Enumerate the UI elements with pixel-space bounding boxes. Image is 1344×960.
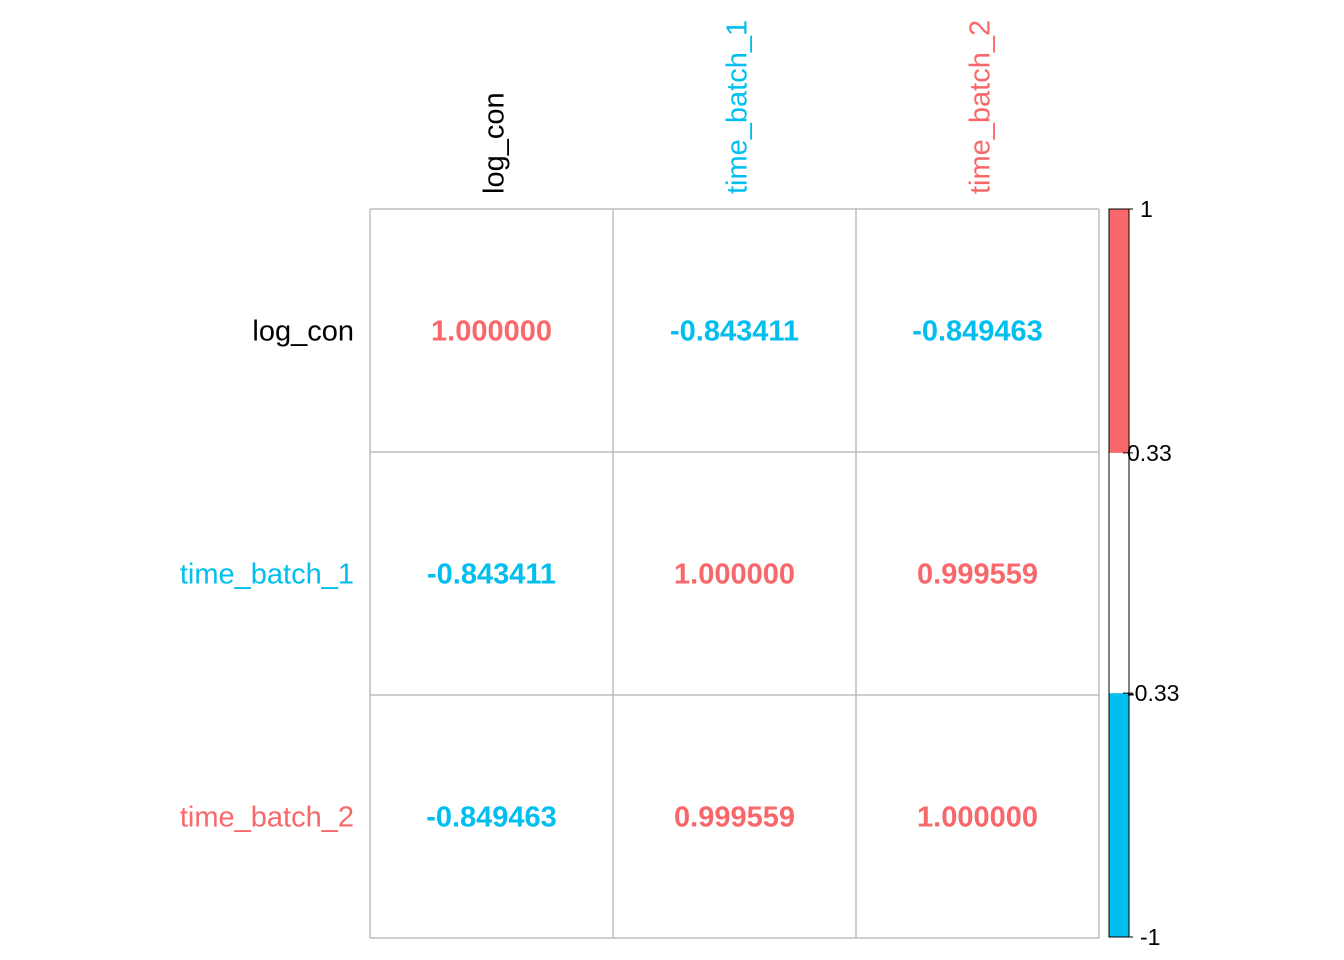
row-label-time-batch-1: time_batch_1 [180,559,354,591]
cell-time-batch-1-time-batch-2 [856,452,1099,695]
colorbar-segment-positive [1109,209,1129,453]
cell-values-layer: 1.000000 -0.843411 -0.849463 -0.843411 1.000… [426,316,1043,834]
column-labels-layer: log_con time_batch_1 time_batch_2 [479,20,997,194]
column-label-time-batch-1: time_batch_1 [722,20,754,194]
colorbar: -1 -0.33 0.33 1 [1108,196,1179,950]
cell-value-time-batch-1-time-batch-2: 0.999559 [917,559,1038,591]
cell-value-log-con-time-batch-1: -0.843411 [670,316,799,348]
cell-value-time-batch-2-time-batch-1: 0.999559 [674,802,795,834]
cell-time-batch-2-log-con [370,695,613,938]
row-label-log-con: log_con [252,316,354,348]
row-label-time-batch-2: time_batch_2 [180,802,354,834]
cell-value-time-batch-2-time-batch-2: 1.000000 [917,802,1038,834]
colorbar-segment-negative [1109,693,1129,937]
cell-value-time-batch-1-time-batch-1: 1.000000 [674,559,795,591]
colorbar-tick-label: 0.33 [1127,440,1172,466]
cell-time-batch-1-time-batch-1 [613,452,856,695]
colorbar-tick-label: 1 [1140,196,1153,222]
cell-log-con-time-batch-2 [856,209,1099,452]
cell-value-time-batch-2-log-con: -0.849463 [426,802,557,834]
cell-value-time-batch-1-log-con: -0.843411 [427,559,556,591]
grid-layer [369,208,1100,939]
cell-value-log-con-time-batch-2: -0.849463 [912,316,1043,348]
cell-log-con-log-con [370,209,613,452]
cell-time-batch-1-log-con [370,452,613,695]
colorbar-border [1108,208,1130,938]
cells-layer [370,209,1099,938]
column-label-time-batch-2: time_batch_2 [965,20,997,194]
cell-value-log-con-log-con: 1.000000 [431,316,552,348]
cell-time-batch-2-time-batch-1 [613,695,856,938]
colorbar-tick-label: -0.33 [1127,680,1179,706]
cell-time-batch-2-time-batch-2 [856,695,1099,938]
column-label-log-con: log_con [479,92,511,194]
cell-log-con-time-batch-1 [613,209,856,452]
colorbar-tick-label: -1 [1140,924,1160,950]
colorbar-segment-neutral [1109,452,1129,694]
row-labels-layer: log_con time_batch_1 time_batch_2 [180,316,354,834]
